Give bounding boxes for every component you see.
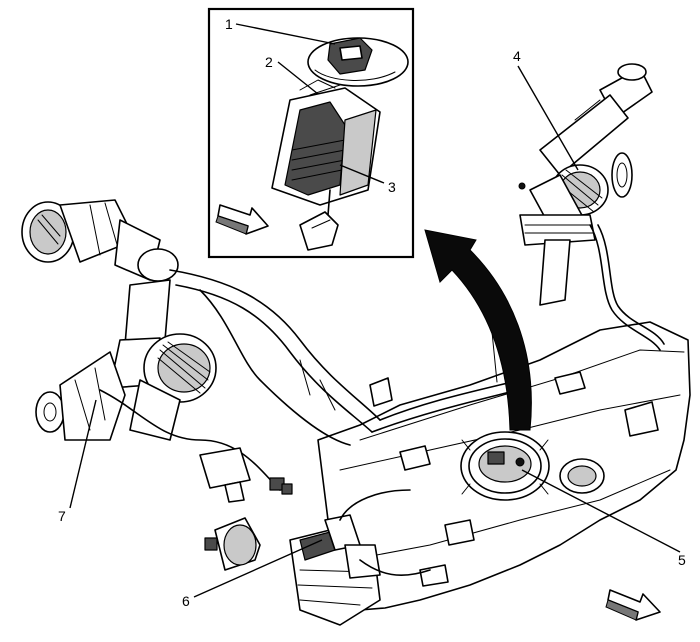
bracket-assembly [35, 351, 281, 491]
callout-6: 6 [182, 593, 190, 609]
callout-1: 1 [225, 16, 233, 32]
callout-4: 4 [513, 48, 521, 64]
fuel-filter [204, 517, 261, 571]
removal-direction-arrow-icon [424, 229, 532, 431]
fuel-pump-module-inset [207, 7, 415, 259]
leader-lines [69, 23, 681, 598]
fuel-tank [317, 321, 691, 611]
evap-canister [289, 489, 431, 626]
callout-5: 5 [678, 552, 686, 568]
callout-2: 2 [265, 54, 273, 70]
fuel-filler-pipe-right [518, 63, 665, 351]
forward-direction-arrow-icon [605, 589, 661, 621]
heat-shield-bellows [129, 333, 217, 441]
inset-forward-arrow-icon [215, 204, 269, 235]
callout-3: 3 [388, 179, 396, 195]
wiring-connectors [199, 447, 293, 503]
callout-7: 7 [58, 508, 66, 524]
